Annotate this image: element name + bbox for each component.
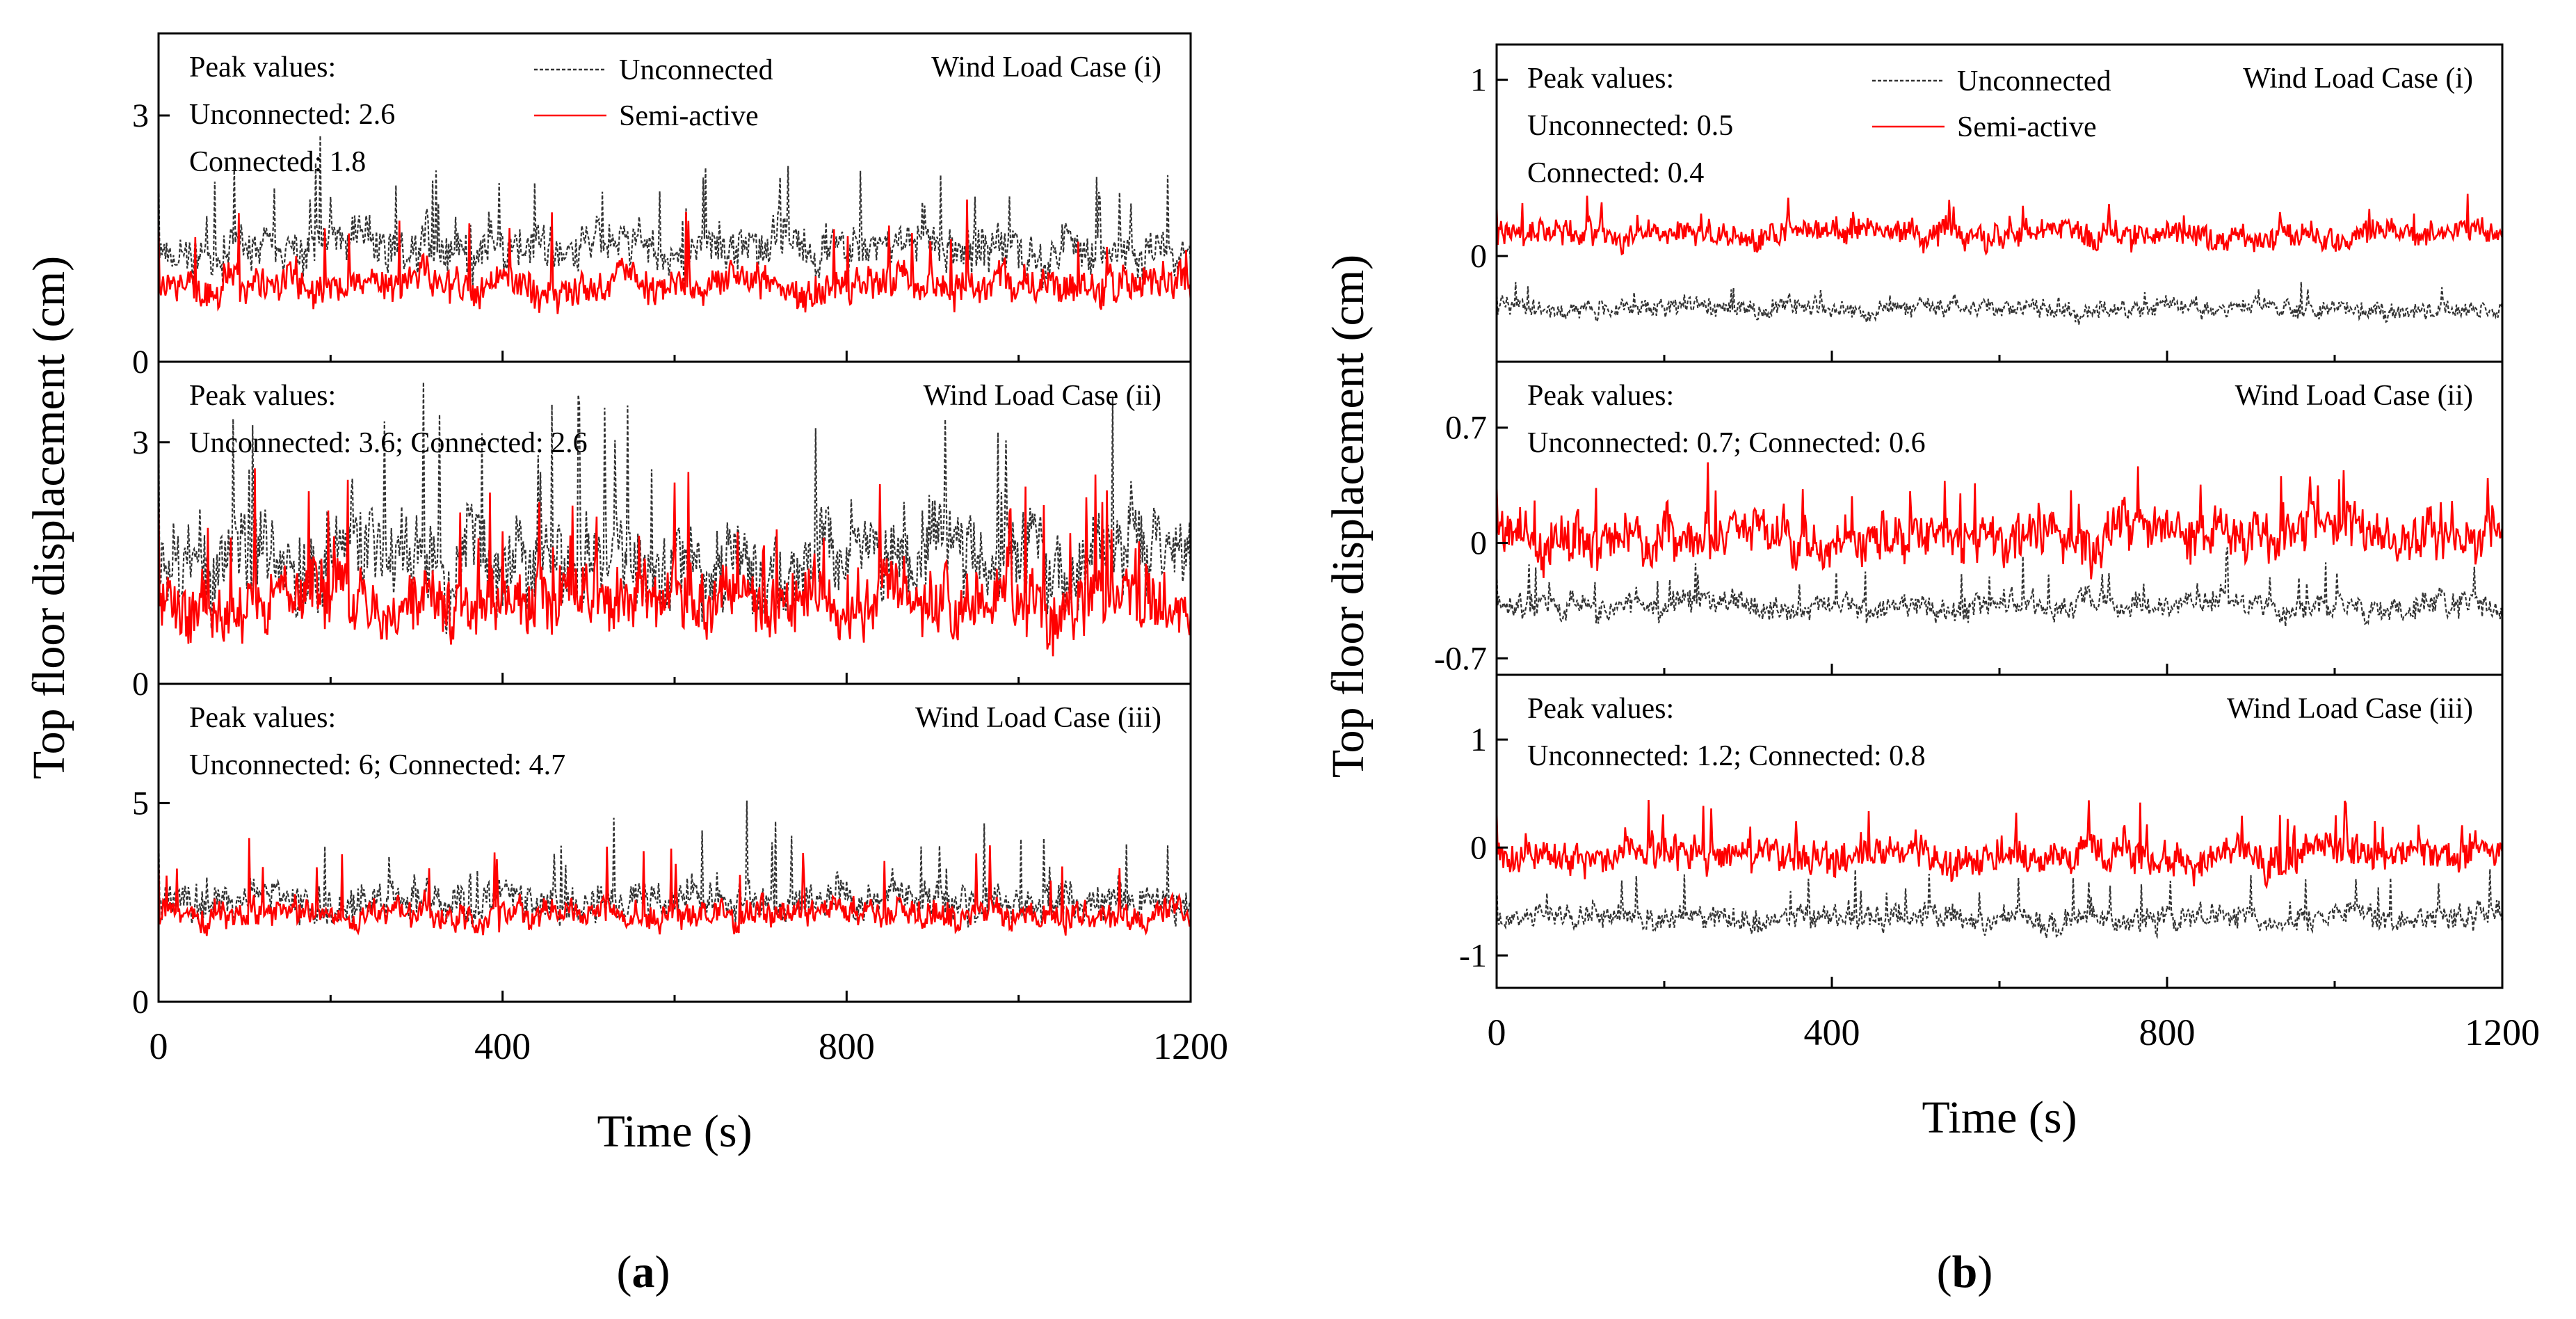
peak-values-line: Unconnected: 6; Connected: 4.7 bbox=[189, 749, 565, 781]
series-line-semi-active bbox=[159, 199, 1191, 314]
peak-values-title: Peak values: bbox=[189, 51, 336, 83]
y-axis-label: Top floor displacement (cm) bbox=[1323, 255, 1374, 778]
x-tick-label: 400 bbox=[474, 1025, 531, 1067]
panel-label-letter: a bbox=[632, 1247, 655, 1297]
panel-label-open: ( bbox=[617, 1247, 632, 1297]
series-line-unconnected bbox=[1497, 869, 2502, 939]
wind-load-case-label: Wind Load Case (ii) bbox=[2235, 380, 2473, 412]
y-tick-label: 1 bbox=[1470, 62, 1487, 99]
x-tick-label: 400 bbox=[1804, 1012, 1860, 1053]
y-tick-label: 3 bbox=[132, 424, 149, 461]
panel-label-close: ) bbox=[655, 1247, 670, 1297]
series-line-unconnected bbox=[1497, 282, 2502, 326]
y-tick-label: 0 bbox=[1470, 525, 1487, 562]
series-line-semi-active bbox=[159, 838, 1191, 936]
legend-label: Semi-active bbox=[619, 100, 759, 132]
panel-label: (a) bbox=[617, 1247, 670, 1297]
y-tick-label: 0 bbox=[1470, 829, 1487, 866]
peak-values-line: Unconnected: 0.7; Connected: 0.6 bbox=[1527, 427, 1926, 459]
y-tick-label: -1 bbox=[1459, 937, 1487, 974]
wind-load-case-label: Wind Load Case (i) bbox=[2243, 63, 2473, 95]
series-line-semi-active bbox=[159, 468, 1191, 657]
series-line-unconnected bbox=[159, 800, 1191, 928]
y-tick-label: 0 bbox=[132, 666, 149, 703]
y-axis-label: Top floor displacement (cm) bbox=[24, 256, 74, 779]
x-tick-label: 0 bbox=[1488, 1012, 1506, 1053]
chart-panel-a: 0 3 Peak values: Unconnected: 2.6 Connected:… bbox=[24, 32, 1228, 1297]
panel-label-close: ) bbox=[1977, 1247, 1993, 1297]
legend-label: Unconnected bbox=[619, 54, 773, 86]
subplot-b-2: -0.7 0 0.7 Peak values: Unconnected: 0.7; Co… bbox=[1434, 360, 2504, 677]
panel-label: (b) bbox=[1937, 1247, 1993, 1297]
peak-values-line: Unconnected: 3.6; Connected: 2.6 bbox=[189, 427, 588, 459]
x-tick-label: 800 bbox=[819, 1025, 875, 1067]
wind-load-case-label: Wind Load Case (i) bbox=[931, 51, 1161, 83]
panel-label-letter: b bbox=[1952, 1247, 1978, 1297]
wind-load-case-label: Wind Load Case (iii) bbox=[2227, 693, 2473, 725]
x-tick-label: 800 bbox=[2139, 1012, 2196, 1053]
legend-label: Unconnected bbox=[1957, 65, 2111, 97]
y-tick-label: 0 bbox=[132, 984, 149, 1021]
series-line-unconnected bbox=[159, 135, 1191, 288]
y-tick-label: 0.7 bbox=[1445, 410, 1487, 447]
y-tick-label: -0.7 bbox=[1434, 640, 1487, 677]
x-axis-label: Time (s) bbox=[597, 1106, 752, 1157]
series-line-semi-active bbox=[1497, 799, 2502, 890]
panel-label-open: ( bbox=[1937, 1247, 1952, 1297]
peak-values-line: Unconnected: 1.2; Connected: 0.8 bbox=[1527, 740, 1926, 772]
series-line-semi-active bbox=[1497, 462, 2502, 579]
wind-load-case-label: Wind Load Case (ii) bbox=[924, 380, 1161, 412]
subplot-b-1: 0 1 Peak values: Unconnected: 0.5 Connected:… bbox=[1470, 43, 2504, 363]
chart-panel-b: 0 1 Peak values: Unconnected: 0.5 Connected:… bbox=[1323, 43, 2540, 1297]
peak-values-line: Connected: 1.8 bbox=[189, 146, 366, 178]
y-tick-label: 5 bbox=[132, 785, 149, 822]
wind-load-case-label: Wind Load Case (iii) bbox=[915, 702, 1161, 734]
x-tick-label: 1200 bbox=[2465, 1012, 2540, 1053]
peak-values-title: Peak values: bbox=[189, 702, 336, 734]
peak-values-title: Peak values: bbox=[1527, 63, 1674, 95]
subplot-b-3: -1 0 1 Peak values: Unconnected: 1.2; Connec… bbox=[1459, 673, 2504, 989]
subplot-a-3: 0 5 Peak values: Unconnected: 6; Connected:… bbox=[132, 682, 1192, 1021]
x-tick-label: 1200 bbox=[1153, 1025, 1228, 1067]
x-axis-label: Time (s) bbox=[1922, 1092, 2077, 1143]
subplot-a-2: 0 3 Peak values: Unconnected: 3.6; Connecte… bbox=[132, 360, 1192, 703]
y-tick-label: 1 bbox=[1470, 721, 1487, 758]
peak-values-line: Connected: 0.4 bbox=[1527, 157, 1704, 189]
peak-values-title: Peak values: bbox=[1527, 380, 1674, 412]
y-tick-label: 0 bbox=[1470, 238, 1487, 275]
peak-values-line: Unconnected: 0.5 bbox=[1527, 110, 1733, 142]
peak-values-title: Peak values: bbox=[189, 380, 336, 412]
series-line-semi-active bbox=[1497, 193, 2502, 256]
y-tick-label: 3 bbox=[132, 97, 149, 134]
x-tick-label: 0 bbox=[150, 1025, 168, 1067]
y-tick-label: 0 bbox=[132, 344, 149, 381]
peak-values-line: Unconnected: 2.6 bbox=[189, 99, 395, 131]
peak-values-title: Peak values: bbox=[1527, 693, 1674, 725]
legend-label: Semi-active bbox=[1957, 111, 2097, 143]
series-line-unconnected bbox=[1497, 547, 2502, 627]
subplot-a-1: 0 3 Peak values: Unconnected: 2.6 Connected:… bbox=[132, 32, 1192, 381]
